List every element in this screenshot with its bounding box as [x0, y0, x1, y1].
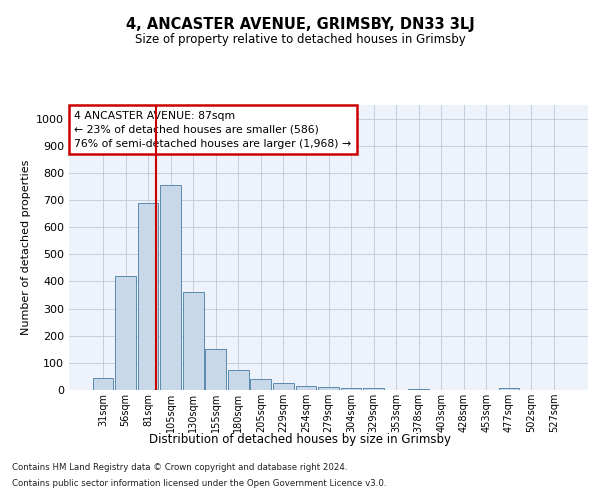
Bar — [273, 383, 294, 390]
Text: Contains HM Land Registry data © Crown copyright and database right 2024.: Contains HM Land Registry data © Crown c… — [12, 462, 347, 471]
Bar — [318, 386, 339, 390]
Bar — [92, 378, 113, 390]
Bar — [409, 388, 429, 390]
Bar — [228, 370, 248, 390]
Text: Contains public sector information licensed under the Open Government Licence v3: Contains public sector information licen… — [12, 479, 386, 488]
Bar — [205, 350, 226, 390]
Bar — [160, 185, 181, 390]
Text: 4, ANCASTER AVENUE, GRIMSBY, DN33 3LJ: 4, ANCASTER AVENUE, GRIMSBY, DN33 3LJ — [125, 18, 475, 32]
Y-axis label: Number of detached properties: Number of detached properties — [20, 160, 31, 335]
Bar — [250, 379, 271, 390]
Bar — [296, 386, 316, 390]
Bar — [115, 276, 136, 390]
Text: Size of property relative to detached houses in Grimsby: Size of property relative to detached ho… — [134, 32, 466, 46]
Bar — [363, 388, 384, 390]
Bar — [183, 292, 203, 390]
Text: Distribution of detached houses by size in Grimsby: Distribution of detached houses by size … — [149, 432, 451, 446]
Bar — [499, 388, 520, 390]
Bar — [137, 202, 158, 390]
Text: 4 ANCASTER AVENUE: 87sqm
← 23% of detached houses are smaller (586)
76% of semi-: 4 ANCASTER AVENUE: 87sqm ← 23% of detach… — [74, 110, 352, 148]
Bar — [341, 388, 361, 390]
